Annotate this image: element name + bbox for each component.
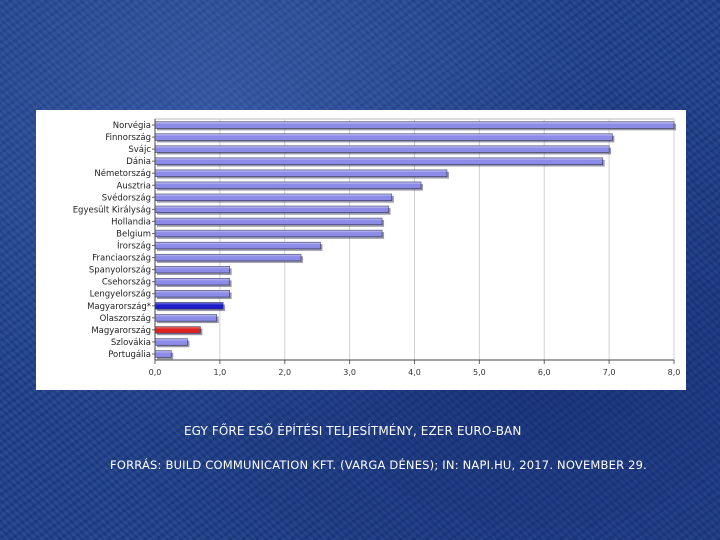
y-category-label: Belgium: [116, 229, 151, 239]
bar-gloss: [155, 169, 447, 172]
bar-gloss: [155, 254, 301, 257]
y-category-label: Franciaország: [92, 254, 151, 264]
y-category-label: Szlovákia: [111, 338, 151, 348]
bar-gloss: [155, 326, 201, 329]
bar-gloss: [155, 314, 217, 317]
x-tick-label: 5,0: [473, 368, 486, 377]
y-category-label: Hollandia: [111, 217, 151, 227]
bar-gloss: [155, 230, 383, 233]
y-category-label: Németország: [94, 168, 151, 179]
y-category-label: Ausztria: [117, 181, 152, 191]
y-category-label: Finnország: [105, 133, 151, 143]
bar-gloss: [155, 181, 421, 184]
y-category-label: Írország: [117, 240, 151, 252]
x-tick-label: 3,0: [343, 368, 356, 377]
y-category-label: Lengyelország: [90, 290, 151, 300]
y-category-label: Magyarország*: [87, 302, 151, 312]
bar-gloss: [155, 194, 392, 196]
y-category-label: Olaszország: [100, 314, 151, 324]
bar-gloss: [155, 338, 188, 341]
bar-gloss: [155, 218, 383, 221]
x-tick-label: 8,0: [668, 368, 681, 377]
x-tick-label: 0,0: [149, 368, 162, 377]
bar-gloss: [155, 145, 610, 148]
x-tick-label: 4,0: [408, 368, 421, 377]
y-category-label: Norvégia: [113, 120, 151, 131]
bar-gloss: [155, 278, 230, 281]
x-tick-label: 2,0: [278, 368, 291, 377]
source-note: FORRÁS: BUILD COMMUNICATION KFT. (VARGA …: [110, 458, 648, 472]
y-category-label: Magyarország: [91, 326, 151, 336]
bar-gloss: [155, 350, 172, 353]
chart-panel: 0,0 1,0 2,0 3,0 4,0 5,0 6,0 7,0 8,0 Norvégia Finno…: [36, 110, 686, 390]
bar-gloss: [155, 290, 230, 293]
bar-gloss: [155, 157, 603, 160]
x-tick-label: 6,0: [538, 368, 551, 377]
x-tick-label: 1,0: [214, 368, 227, 377]
bar-gloss: [155, 121, 674, 124]
bar-gloss: [155, 242, 321, 245]
y-category-label: Csehország: [102, 278, 151, 288]
x-tick-label: 7,0: [603, 368, 616, 377]
y-category-label: Dánia: [126, 157, 151, 167]
y-category-label: Svájc: [128, 145, 151, 155]
y-category-label: Spanyolország: [89, 266, 151, 276]
y-category-label: Portugália: [108, 350, 151, 360]
bar-chart: 0,0 1,0 2,0 3,0 4,0 5,0 6,0 7,0 8,0 Norvégia Finno…: [73, 118, 681, 377]
bar-gloss: [155, 266, 230, 269]
bar-gloss: [155, 133, 613, 136]
bar-gloss: [155, 206, 389, 209]
y-category-label: Egyesült Királyság: [73, 205, 151, 215]
y-category-label: Svédország: [102, 192, 151, 203]
bar-gloss: [155, 302, 224, 305]
chart-caption-title: EGY FŐRE ESŐ ÉPÍTÉSI TELJESÍTMÉNY, EZER …: [184, 424, 522, 438]
